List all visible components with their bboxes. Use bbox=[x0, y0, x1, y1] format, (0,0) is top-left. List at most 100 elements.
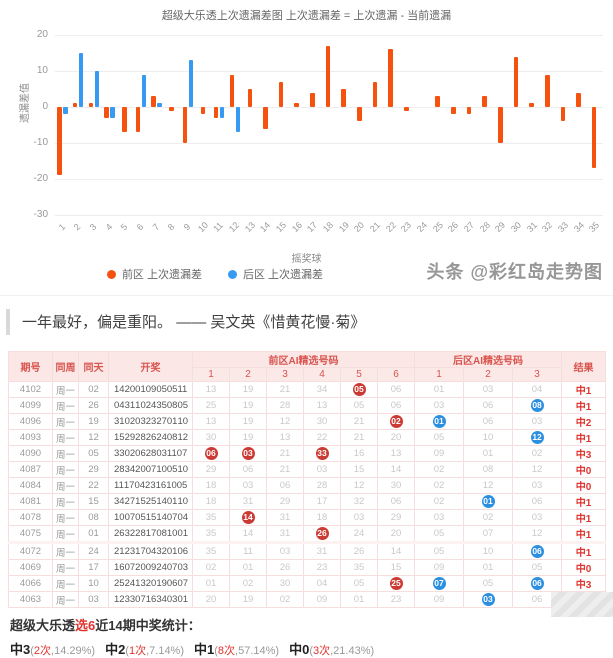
cell-front-pick: 14 bbox=[229, 509, 267, 526]
cell-back-pick: 12 bbox=[463, 477, 514, 494]
bar-back-4 bbox=[110, 107, 115, 118]
legend-dot-icon bbox=[106, 269, 116, 279]
hit-number-back: 01 bbox=[432, 415, 446, 428]
cell-front-pick: 30 bbox=[192, 429, 230, 446]
draw-numbers: 34 27 15 25 14 01 10 bbox=[114, 496, 189, 507]
draw-numbers: 28 34 20 07 10 05 10 bbox=[114, 464, 189, 475]
cell-front-pick: 06 bbox=[376, 493, 416, 510]
legend-label: 后区 上次遗漏差 bbox=[243, 269, 324, 281]
bar-back-9 bbox=[188, 60, 194, 107]
cell-front-pick: 02 bbox=[376, 413, 416, 430]
table-row-4075[interactable]: 4075 周一 01 26 32 28 17 08 10 01 35 14 31 26 24 20 05 07 12… bbox=[8, 525, 607, 544]
draw-numbers: 10 07 05 15 14 07 04 bbox=[114, 512, 189, 523]
bar-front-20 bbox=[357, 107, 362, 122]
sub-col-header: 6 bbox=[376, 367, 416, 382]
table-row-4087[interactable]: 4087 周一 29 28 34 20 07 10 05 10 29 06 21 03 15 14 02 08 12… bbox=[8, 461, 607, 478]
hit-number-back: 12 bbox=[530, 431, 544, 444]
quote-block: 一年最好，偏是重阳。 —— 吴文英《惜黄花慢·菊》 bbox=[0, 295, 613, 347]
sub-col-header: 2 bbox=[463, 367, 514, 382]
bar-front-19 bbox=[341, 89, 346, 107]
cell-back-pick: 05 bbox=[463, 575, 514, 592]
x-tick-label: 2 bbox=[72, 221, 83, 233]
x-tick-label: 29 bbox=[493, 219, 508, 235]
bar-back-3 bbox=[94, 71, 100, 107]
cell-front-pick: 30 bbox=[376, 477, 416, 494]
cell-front-pick: 03 bbox=[340, 509, 378, 526]
bar-back-11 bbox=[219, 107, 225, 118]
cell-front-pick: 05 bbox=[340, 575, 378, 592]
quote-left-bar bbox=[6, 308, 10, 335]
legend-dot-icon bbox=[228, 269, 237, 279]
table-row-4066[interactable]: 4066 周一 10 25 24 13 20 19 06 07 01 02 30 04 05 25 07 05 06… bbox=[8, 575, 607, 592]
legend-item[interactable]: 后区 上次遗漏差 bbox=[228, 266, 323, 282]
cell-back-pick: 05 bbox=[414, 542, 465, 560]
cell-front-pick: 05 bbox=[340, 397, 378, 414]
cell-result: 中1 bbox=[561, 525, 607, 544]
cell-front-pick: 09 bbox=[303, 591, 341, 608]
y-tick-label: 20 bbox=[36, 29, 48, 40]
table-row-4072[interactable]: 4072 周一 24 21 23 17 04 32 01 06 35 11 03 31 26 14 05 10 06… bbox=[8, 542, 607, 560]
draw-numbers: 04 31 10 24 35 08 05 bbox=[114, 400, 189, 411]
cell-period: 4081 bbox=[8, 493, 53, 510]
cell-draw: 26 32 28 17 08 10 01 bbox=[108, 525, 193, 544]
table-row-4099[interactable]: 4099 周一 26 04 31 10 24 35 08 05 25 19 28 13 05 06 03 06 08… bbox=[8, 397, 607, 414]
stats-item-中2: 中2(1次,7.14%) bbox=[105, 642, 185, 657]
cell-week: 周一 bbox=[52, 397, 79, 414]
table-row-4084[interactable]: 4084 周一 22 11 17 04 23 16 10 05 18 03 06 28 12 30 02 12 03… bbox=[8, 477, 607, 494]
hit-number-front: 25 bbox=[389, 577, 403, 590]
hit-number-back: 06 bbox=[530, 577, 544, 590]
cell-period: 4078 bbox=[8, 509, 53, 526]
cell-back-pick: 06 bbox=[463, 413, 514, 430]
cell-front-pick: 03 bbox=[229, 445, 267, 462]
table-row-4081[interactable]: 4081 周一 15 34 27 15 25 14 01 10 18 31 29 17 32 06 02 01 06… bbox=[8, 493, 607, 510]
cell-week: 周一 bbox=[52, 381, 79, 398]
col-header-period: 期号 bbox=[8, 351, 53, 382]
draw-numbers: 11 17 04 23 16 10 05 bbox=[114, 480, 188, 491]
cell-front-pick: 14 bbox=[376, 542, 416, 560]
cell-front-pick: 15 bbox=[376, 559, 416, 576]
hit-number-front: 06 bbox=[204, 447, 218, 460]
cell-front-pick: 35 bbox=[192, 509, 230, 526]
cell-front-pick: 32 bbox=[340, 493, 378, 510]
stats-item-中1: 中1(8次,57.14%) bbox=[194, 642, 280, 657]
sub-col-header: 3 bbox=[512, 367, 563, 382]
draw-numbers: 33 02 06 28 03 11 07 bbox=[114, 448, 188, 459]
table-row-4078[interactable]: 4078 周一 08 10 07 05 15 14 07 04 35 14 31 18 03 29 03 02 03… bbox=[8, 509, 607, 526]
legend-item[interactable]: 前区 上次遗漏差 bbox=[106, 266, 202, 282]
cell-back-pick: 08 bbox=[463, 461, 514, 478]
bar-front-32 bbox=[545, 74, 550, 107]
cell-draw: 33 02 06 28 03 11 07 bbox=[108, 445, 193, 462]
cell-front-pick: 18 bbox=[192, 477, 230, 494]
table-row-4090[interactable]: 4090 周一 05 33 02 06 28 03 11 07 06 03 21 33 16 13 09 01 02… bbox=[8, 445, 607, 462]
cell-back-pick: 02 bbox=[414, 461, 465, 478]
table-row-4096[interactable]: 4096 周一 19 31 02 03 23 27 01 10 13 19 12 30 21 02 01 06 03… bbox=[8, 413, 607, 430]
cell-period: 4072 bbox=[8, 542, 53, 560]
hit-number-back: 07 bbox=[432, 577, 446, 590]
cell-result: 中1 bbox=[561, 493, 607, 510]
draw-numbers: 31 02 03 23 27 01 10 bbox=[114, 416, 189, 427]
cell-front-pick: 34 bbox=[303, 381, 341, 398]
cell-front-pick: 28 bbox=[266, 397, 304, 414]
table-row-4102[interactable]: 4102 周一 02 14 20 01 09 05 05 11 13 19 21 34 05 06 01 03 04… bbox=[8, 381, 607, 398]
table-row-4069[interactable]: 4069 周一 17 16 07 20 09 24 07 03 02 01 26 23 35 15 09 01 05… bbox=[8, 559, 607, 576]
cell-draw: 12 33 07 16 34 03 01 bbox=[108, 591, 193, 608]
cell-front-pick: 03 bbox=[266, 542, 304, 560]
table-row-4063[interactable]: 4063 周一 03 12 33 07 16 34 03 01 20 19 02 09 01 23 09 03 06… bbox=[8, 591, 607, 608]
table-row-4093[interactable]: 4093 周一 12 15 29 28 26 24 08 12 30 19 13 22 21 20 05 10 12… bbox=[8, 429, 607, 446]
hit-number-front: 02 bbox=[389, 415, 403, 428]
x-tick-label: 23 bbox=[399, 219, 414, 235]
x-tick-label: 15 bbox=[273, 219, 289, 235]
cell-front-pick: 03 bbox=[303, 461, 341, 478]
bar-front-25 bbox=[435, 96, 440, 107]
cell-front-pick: 13 bbox=[192, 381, 230, 398]
cell-front-pick: 26 bbox=[340, 542, 378, 560]
cell-day: 12 bbox=[78, 429, 109, 446]
cell-week: 周一 bbox=[52, 575, 79, 592]
cell-period: 4093 bbox=[8, 429, 53, 446]
cell-week: 周一 bbox=[52, 559, 79, 576]
cell-back-pick: 09 bbox=[414, 559, 465, 576]
cell-back-pick: 03 bbox=[512, 477, 563, 494]
gridline bbox=[55, 143, 603, 144]
col-header-week: 同周 bbox=[52, 351, 79, 382]
